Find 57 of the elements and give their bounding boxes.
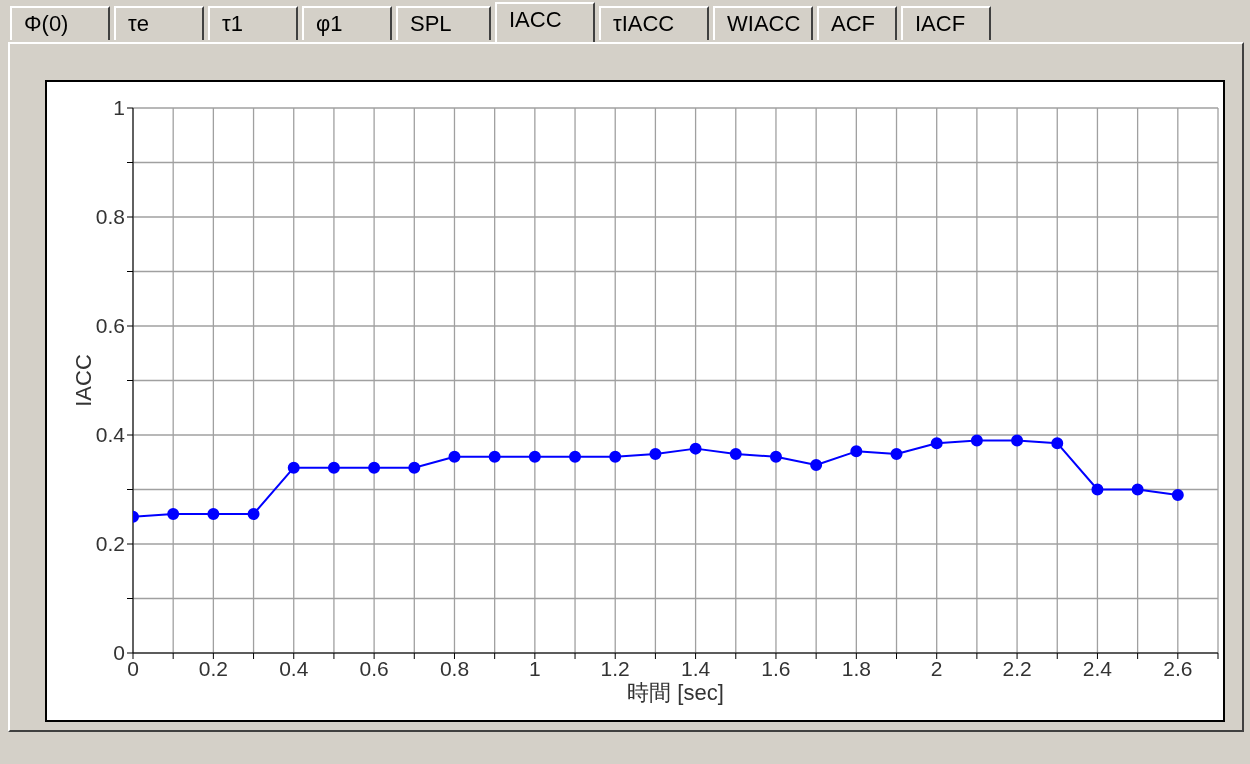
x-tick-label: 2.4 (1082, 656, 1113, 680)
point (890, 448, 903, 461)
x-tick-label: 0.6 (359, 656, 389, 680)
text: Φ(0) (10, 6, 110, 40)
point (488, 450, 501, 463)
point (1091, 483, 1104, 496)
point (689, 442, 702, 455)
point (930, 437, 943, 450)
y-axis-title: IACC (70, 354, 96, 407)
point (1171, 488, 1184, 501)
text: SPL (396, 6, 491, 40)
x-tick-label: 0.2 (198, 656, 228, 680)
point (609, 450, 622, 463)
x-tick-label: 0.4 (279, 656, 309, 680)
text: φ1 (302, 6, 392, 40)
x-tick-label: 2.2 (1002, 656, 1032, 680)
text: ACF (817, 6, 897, 40)
x-tick-label: 0.8 (439, 656, 470, 680)
y-tick-label: 0.2 (95, 532, 125, 556)
point (769, 450, 782, 463)
y-tick-label: 1 (113, 96, 125, 120)
point (207, 508, 220, 521)
text: τe (114, 6, 204, 40)
point (408, 461, 421, 474)
point (810, 458, 823, 471)
point (368, 461, 381, 474)
y-tick-label: 0 (113, 641, 125, 665)
point (850, 445, 863, 458)
x-tick-label: 2.6 (1163, 656, 1193, 680)
point (1011, 434, 1024, 447)
text: IACF (901, 6, 991, 40)
text: τ1 (208, 6, 298, 40)
x-axis-title: 時間 [sec] (627, 680, 724, 705)
point (247, 508, 260, 521)
y-tick-label: 0.4 (95, 423, 126, 447)
point (287, 461, 300, 474)
x-tick-label: 1.8 (841, 656, 871, 680)
point (167, 508, 180, 521)
text: WIACC (713, 6, 813, 40)
x-tick-label: 1.2 (600, 656, 630, 680)
x-tick-label: 1.4 (680, 656, 711, 680)
point (327, 461, 340, 474)
point (448, 450, 461, 463)
point (528, 450, 541, 463)
y-tick-label: 0.8 (95, 205, 125, 229)
point (970, 434, 983, 447)
x-tick-label: 2 (930, 656, 943, 680)
y-tick-label: 0.6 (95, 314, 125, 338)
text: τIACC (599, 6, 709, 40)
point (1131, 483, 1144, 496)
point (729, 448, 742, 461)
point (569, 450, 582, 463)
x-tick-label: 1 (529, 656, 541, 680)
point (1051, 437, 1064, 450)
x-tick-label: 1.6 (761, 656, 791, 680)
text: IACC (495, 2, 595, 42)
point (649, 448, 662, 461)
